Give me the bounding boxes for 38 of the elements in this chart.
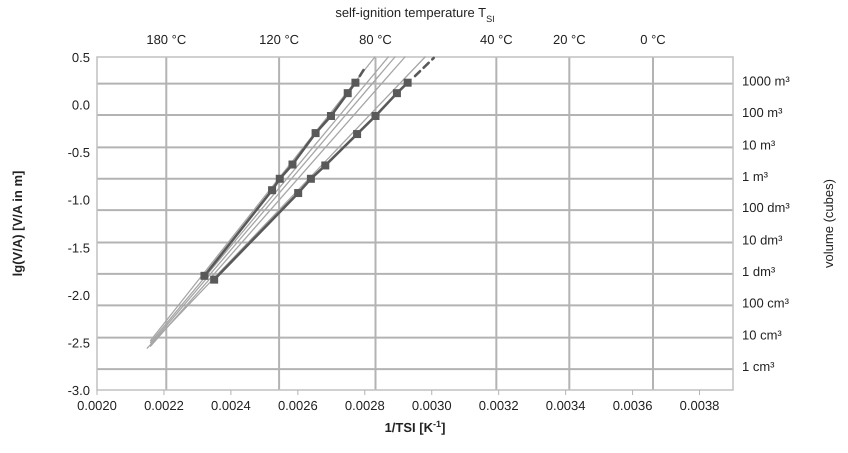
y-tick-label: 0.5 [72,50,90,65]
x-axis-title: 1/TSI [K$^{-1}$] [384,419,446,435]
y-tick-label: -2.5 [68,335,90,350]
x-tick-label: 0.0026 [278,398,318,413]
ref-line-label: 0 °C [640,32,666,47]
x-tick-label: 0.0032 [478,398,519,413]
text: volume (cubes) [821,179,836,268]
ref-line-label: 100 cm³ [742,295,790,310]
x-tick-label: 0.0036 [612,398,652,413]
y-tick-label: -2.0 [68,288,90,303]
ref-line-label: 80 °C [359,32,392,47]
x-tick-label: 0.0020 [77,398,117,413]
x-tick-label: 0.0038 [680,398,720,413]
ref-line-label: 100 dm³ [742,200,790,216]
x-tick-label: 0.0022 [144,398,184,413]
ref-line-label: 10 m³ [742,137,776,152]
ref-line-label: 10 cm³ [742,328,782,343]
ref-line-label: 180 °C [146,32,186,47]
ref-line-label: 1 cm³ [742,359,776,374]
ref-line-label: 1 dm³ [742,264,776,279]
ref-line-label: 20 °C [552,32,586,47]
ref-line-label: 1 m³ [742,168,769,184]
ref-line-label: 100 m³ [742,105,784,120]
y-tick-label: -3.0 [68,383,90,398]
y-tick-label: 0.0 [72,98,90,113]
x-tick-label: 0.0028 [344,398,385,413]
text: self-ignition temperature T$_{SI}$ [335,5,495,24]
x-tick-label: 0.0024 [211,398,251,413]
ref-line-label: 40 °C [480,32,513,47]
x-tick-label: 0.0034 [546,398,586,413]
y-tick-label: -1.0 [68,192,90,208]
ref-line-label: 10 dm³ [742,232,784,248]
ref-line-label: 120 °C [259,32,300,47]
ref-line-label: 1000 m³ [742,74,790,89]
x-tick-label: 0.0030 [412,398,452,413]
y-axis-title: lg(V/A) [V/A in m] [10,170,25,276]
y-tick-label: -1.5 [68,240,90,256]
y-tick-label: -0.5 [68,145,90,160]
